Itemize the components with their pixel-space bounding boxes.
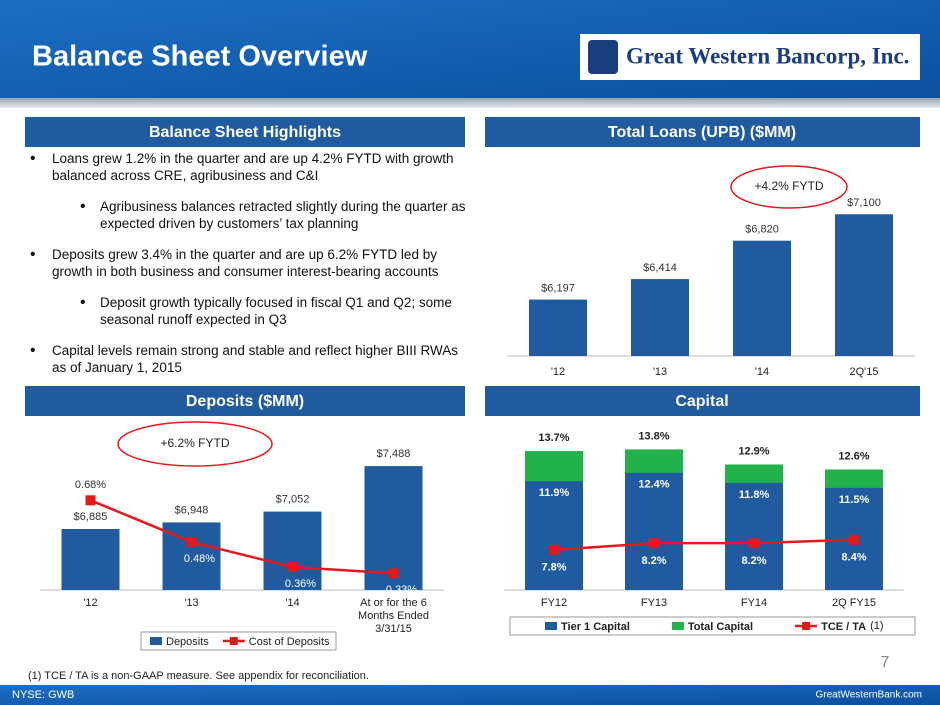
highlight-ellipse [117,421,273,467]
bar [625,472,683,590]
data-label: 8.4% [841,552,866,564]
legend-swatch [150,637,162,645]
bar [631,279,689,356]
data-label: 11.5% [839,494,870,506]
bullet-list: Loans grew 1.2% in the quarter and are u… [30,150,470,390]
x-tick-label: 2Q FY15 [831,597,877,609]
x-tick-label: At or for the 6 Months Ended 3/31/15 [358,597,429,635]
x-tick-label: FY14 [740,597,768,609]
data-label: 12.6% [838,450,869,462]
logo-box [580,34,920,80]
section-bar [25,117,465,147]
x-tick-label: FY12 [540,597,568,609]
legend-label: Tier 1 Capital [561,621,630,633]
legend-label: TCE / TA [821,621,866,633]
footer-left: NYSE: GWB [12,689,74,701]
data-label: 13.8% [638,430,669,442]
bar [529,299,587,356]
bullet: Loans grew 1.2% in the quarter and are u… [30,150,470,184]
data-label: 12.9% [738,445,769,457]
data-label: $6,414 [643,262,677,274]
data-label: $7,100 [847,197,881,209]
bullet: Deposits grew 3.4% in the quarter and ar… [30,246,470,280]
x-tick-label: '12 [83,597,98,609]
line-marker [85,495,96,506]
line [553,538,855,552]
slide-title: Balance Sheet Overview [32,41,368,73]
x-tick-label: FY13 [640,597,668,609]
line-marker [388,568,399,579]
line-marker [649,538,659,549]
highlight-ellipse [730,165,848,209]
x-tick-label: 2Q'15 [849,366,879,378]
data-label: 13.7% [538,432,569,444]
annotation: +4.2% FYTD [754,179,823,193]
line-marker [186,537,197,548]
sub-bullet: Deposit growth typically focused in fisc… [30,294,470,328]
legend-label: Total Capital [688,621,753,633]
data-label: 0.36% [285,578,316,590]
data-label: 0.68% [75,479,106,491]
data-label: $6,820 [745,224,779,236]
line-marker [849,534,859,545]
footer-band [0,685,940,705]
data-label: $6,948 [175,504,209,516]
legend-label: Cost of Deposits [249,636,330,648]
section-bar [485,386,920,416]
annotation: +6.2% FYTD [160,436,229,450]
data-label: 8.2% [741,555,766,567]
section-title: Deposits ($MM) [186,393,304,410]
bar [525,481,583,590]
data-label: $7,052 [276,493,310,505]
legend-note: (1) [870,620,883,632]
data-label: 0.33% [386,584,417,596]
section-title: Total Loans (UPB) ($MM) [608,124,796,141]
section-bar [25,386,465,416]
header-stripe [0,98,940,108]
sub-bullet: Agribusiness balances retracted slightly… [30,198,470,232]
bullet: Capital levels remain strong and stable … [30,342,470,376]
data-label: 7.8% [541,562,566,574]
page-number: 7 [881,654,890,671]
x-tick-label: '13 [184,597,199,609]
bar [263,511,322,590]
legend-box [509,616,916,636]
section-title: Balance Sheet Highlights [149,124,341,141]
line-marker [549,544,559,555]
x-tick-label: '14 [285,597,300,609]
line [90,499,394,575]
data-label: 11.9% [539,487,570,499]
bar [733,240,791,356]
logo-emblem [588,40,618,74]
legend-swatch [229,637,238,645]
legend-label: Deposits [166,636,209,648]
footnote: (1) TCE / TA is a non-GAAP measure. See … [28,670,369,682]
line-marker [287,562,298,573]
legend-swatch [671,622,684,630]
data-label: 8.2% [641,555,666,567]
x-tick-label: '12 [550,366,566,378]
logo-text: Great Western Bancorp, Inc. [626,43,909,68]
data-label: $6,197 [541,282,575,294]
bar [725,482,783,590]
data-label: $6,885 [74,511,108,523]
bar [61,528,120,590]
line-marker [749,538,759,549]
bar [835,214,893,356]
section-bar [485,117,920,147]
legend-swatch [802,622,811,630]
data-label: 0.48% [184,553,215,565]
legend-swatch [545,622,557,630]
footer-right: GreatWesternBank.com [815,690,922,701]
data-label: 11.8% [739,489,770,501]
data-label: 12.4% [638,479,669,491]
x-tick-label: '14 [754,366,770,378]
section-title: Capital [675,393,728,410]
x-tick-label: '13 [652,366,668,378]
data-label: $7,488 [377,448,411,460]
